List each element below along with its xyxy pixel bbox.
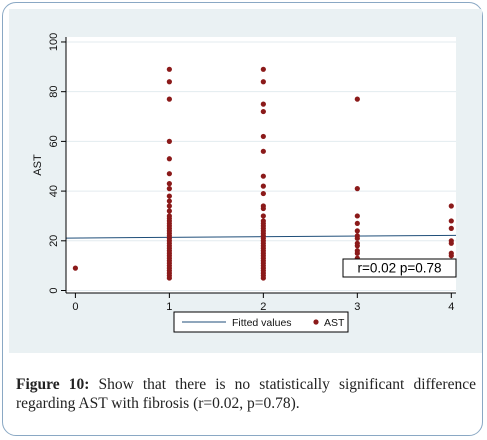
y-tick-label: 100 [48, 33, 60, 51]
data-point [166, 208, 172, 214]
data-point [166, 198, 172, 204]
data-point [354, 220, 360, 227]
data-point [166, 79, 172, 85]
y-tick-label: 40 [48, 185, 60, 197]
data-point [260, 79, 266, 85]
figure-caption: Figure 10: Show that there is no statist… [16, 375, 476, 413]
y-tick-label: 0 [48, 287, 60, 293]
data-point [72, 265, 78, 271]
figure-frame: 02040608010001234FibrosisASTr=0.02 p=0.7… [2, 2, 483, 436]
data-point [260, 275, 266, 281]
data-point [448, 253, 454, 259]
data-point [448, 203, 454, 209]
data-point [260, 173, 266, 179]
annotation-text: r=0.02 p=0.78 [357, 261, 441, 276]
y-tick-label: 20 [48, 235, 60, 247]
legend-point-swatch [313, 319, 319, 325]
data-point [166, 171, 172, 177]
legend-label-fitted: Fitted values [232, 317, 292, 329]
data-point [354, 228, 360, 234]
y-tick-label: 60 [48, 135, 60, 147]
x-tick-label: 0 [72, 301, 78, 313]
y-axis-title: AST [32, 154, 44, 176]
data-point [166, 66, 172, 72]
plot-area [66, 37, 456, 293]
figure-caption-text: Show that there is no statistically sign… [16, 376, 476, 412]
data-point [448, 240, 454, 246]
legend-label-ast: AST [324, 317, 345, 329]
x-tick-label: 1 [166, 301, 172, 313]
data-point [166, 138, 172, 144]
data-point [260, 108, 266, 115]
data-point [354, 250, 360, 256]
x-tick-label: 2 [260, 301, 266, 313]
chart-region: 02040608010001234FibrosisASTr=0.02 p=0.7… [9, 9, 482, 353]
data-point [166, 186, 172, 192]
data-point [354, 186, 360, 192]
data-point [354, 243, 360, 249]
data-point [166, 275, 172, 281]
data-point [448, 225, 454, 231]
data-point [354, 96, 360, 102]
data-point [448, 218, 454, 224]
figure-label: Figure 10: [16, 376, 90, 393]
data-point [354, 213, 360, 219]
scatter-chart: 02040608010001234FibrosisASTr=0.02 p=0.7… [32, 33, 457, 333]
data-point [166, 193, 172, 199]
data-point [260, 148, 266, 154]
y-tick-label: 80 [48, 86, 60, 98]
data-point [166, 203, 172, 209]
data-point [166, 181, 172, 187]
data-point [260, 101, 266, 107]
data-point [260, 213, 266, 219]
legend-box [173, 311, 349, 333]
data-point [260, 190, 266, 197]
annotation-box [342, 258, 457, 278]
x-tick-label: 4 [448, 301, 454, 313]
data-point [166, 96, 172, 102]
data-point [354, 235, 360, 241]
data-point [260, 66, 266, 72]
x-tick-label: 3 [354, 301, 360, 313]
data-point [260, 183, 266, 189]
data-point [166, 156, 172, 162]
data-point [260, 133, 266, 140]
data-point [260, 205, 266, 212]
